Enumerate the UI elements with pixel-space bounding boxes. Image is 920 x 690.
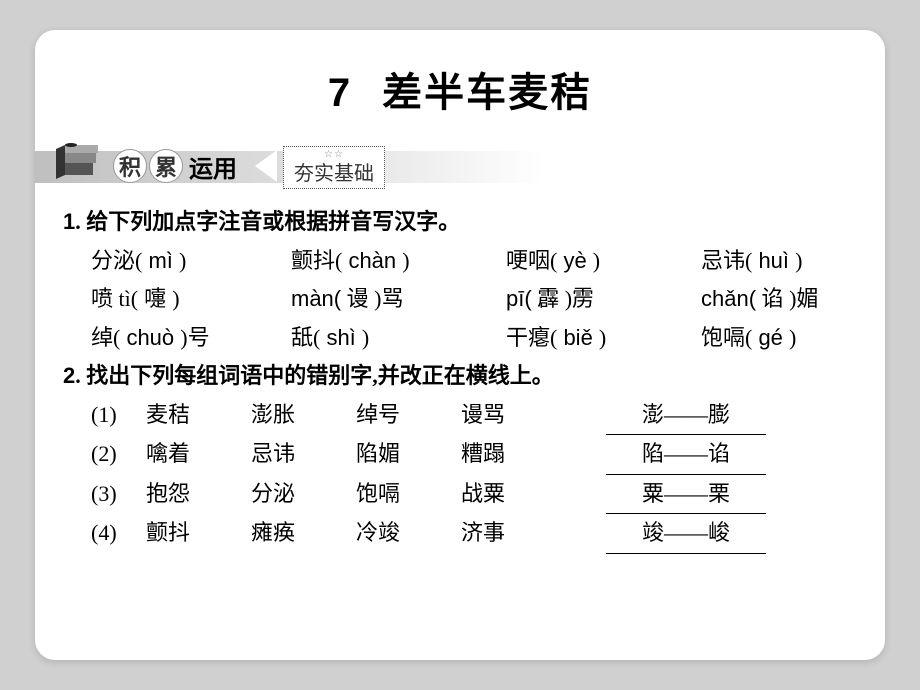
question-1-head: 1. 给下列加点字注音或根据拼音写汉字。 (63, 203, 857, 242)
q2r4idx: (4) (91, 514, 146, 553)
q2r1idx: (1) (91, 396, 146, 435)
q1-row2: 喷 tì( 嚏 ) màn( 谩 )骂 pī( 霹 )雳 chǎn( 谄 )媚 (63, 280, 857, 319)
q1r1c4r: ) (795, 248, 802, 273)
q1r3c2a: shì (320, 325, 362, 350)
q1r3c1r: )号 (180, 325, 209, 350)
q2r4w2: 瘫痪 (251, 514, 356, 553)
q1r3c1a: chuò (120, 325, 180, 350)
q2r2corr: 陷——谄 (606, 435, 766, 475)
q1r1c4l: 忌讳( (701, 248, 752, 273)
q2-text: . 找出下列每组词语中的错别字,并改正在横线上。 (75, 363, 554, 388)
q1r1c3r: ) (593, 248, 600, 273)
q1r1c1a: mì (142, 248, 179, 273)
q1r2c4l: chǎn( (701, 286, 756, 311)
q1r3c1l: 绰( (91, 325, 120, 350)
q1r2c1l: 喷 tì( (91, 286, 138, 311)
q2r2idx: (2) (91, 435, 146, 474)
q1r2c1a: 嚏 (138, 286, 172, 311)
q2r1w2: 澎胀 (251, 396, 356, 435)
q2r1w1: 麦秸 (146, 396, 251, 435)
page-title: 7 差半车麦秸 (35, 30, 885, 143)
q2r3idx: (3) (91, 475, 146, 514)
q2r2w4: 糟蹋 (461, 435, 566, 474)
q2r1corr: 澎——膨 (606, 396, 766, 436)
q2-row4: (4) 颤抖 瘫痪 冷竣 济事 竣——峻 (63, 514, 857, 554)
q2r4w3: 冷竣 (356, 514, 461, 553)
q1r1c1l: 分泌( (91, 248, 142, 273)
q1r2c3a: 霹 (532, 286, 565, 311)
q2r3w3: 饱嗝 (356, 475, 461, 514)
q2r3corr: 粟——栗 (606, 475, 766, 515)
q2r3w4: 战粟 (461, 475, 566, 514)
q2-number: 2 (63, 363, 75, 388)
q1r2c2l: màn( (291, 286, 341, 311)
q1r3c3l: 干瘪( (506, 325, 557, 350)
lesson-title: 差半车麦秸 (382, 71, 592, 115)
q1r3c2r: ) (362, 325, 369, 350)
q1r2c3r: )雳 (565, 286, 594, 311)
q1r2c4a: 谄 (756, 286, 789, 311)
q1r2c2a: 谩 (341, 286, 374, 311)
q1-text: . 给下列加点字注音或根据拼音写汉字。 (75, 209, 460, 234)
q1-row1: 分泌( mì ) 颤抖( chàn ) 哽咽( yè ) 忌讳( huì ) (63, 242, 857, 281)
q2-row3: (3) 抱怨 分泌 饱嗝 战粟 粟——栗 (63, 475, 857, 515)
q1-row3: 绰( chuò )号 舐( shì ) 干瘪( biě ) 饱嗝( gé ) (63, 319, 857, 358)
worksheet-page: 7 差半车麦秸 积 累 运用 ☆☆ 夯实基础 1. 给下列加点字注音或根据拼音写汉… (35, 30, 885, 660)
q1r1c4a: huì (752, 248, 795, 273)
badge-ji: 积 (113, 149, 147, 183)
q2r3w2: 分泌 (251, 475, 356, 514)
q2r4w1: 颤抖 (146, 514, 251, 553)
q2r4w4: 济事 (461, 514, 566, 553)
q1r2c1r: ) (172, 286, 179, 311)
q1r3c3a: biě (557, 325, 599, 350)
q2r2w2: 忌讳 (251, 435, 356, 474)
q2-row1: (1) 麦秸 澎胀 绰号 谩骂 澎——膨 (63, 396, 857, 436)
lesson-number: 7 (328, 71, 352, 115)
question-2-head: 2. 找出下列每组词语中的错别字,并改正在横线上。 (63, 357, 857, 396)
subsection-text: 夯实基础 (294, 157, 374, 186)
q2r1w3: 绰号 (356, 396, 461, 435)
q2r4corr: 竣——峻 (606, 514, 766, 554)
content-area: 1. 给下列加点字注音或根据拼音写汉字。 分泌( mì ) 颤抖( chàn )… (35, 203, 885, 554)
q1r1c2r: ) (402, 248, 409, 273)
q1r3c4a: gé (752, 325, 789, 350)
books-icon (53, 141, 103, 183)
subsection-box: ☆☆ 夯实基础 (283, 146, 385, 189)
q2r2w3: 陷媚 (356, 435, 461, 474)
q1r3c3r: ) (599, 325, 606, 350)
q1r3c2l: 舐( (291, 325, 320, 350)
q1r1c2a: chàn (342, 248, 402, 273)
q2r3w1: 抱怨 (146, 475, 251, 514)
q1r1c2l: 颤抖( (291, 248, 342, 273)
q1r1c1r: ) (179, 248, 186, 273)
q2r2w1: 噙着 (146, 435, 251, 474)
badge-group: 积 累 (113, 149, 183, 183)
q1r1c3a: yè (557, 248, 592, 273)
q1r1c3l: 哽咽( (506, 248, 557, 273)
q1-number: 1 (63, 209, 75, 234)
arrow-icon (255, 150, 277, 182)
q1r2c3l: pī( (506, 286, 532, 311)
q1r2c4r: )媚 (789, 286, 818, 311)
section-label: 运用 (189, 149, 237, 184)
badge-lei: 累 (149, 149, 183, 183)
q1r3c4r: ) (789, 325, 796, 350)
q1r3c4l: 饱嗝( (701, 325, 752, 350)
section-header: 积 累 运用 ☆☆ 夯实基础 (35, 143, 885, 191)
q1r2c2r: )骂 (374, 286, 403, 311)
q2-row2: (2) 噙着 忌讳 陷媚 糟蹋 陷——谄 (63, 435, 857, 475)
q2r1w4: 谩骂 (461, 396, 566, 435)
